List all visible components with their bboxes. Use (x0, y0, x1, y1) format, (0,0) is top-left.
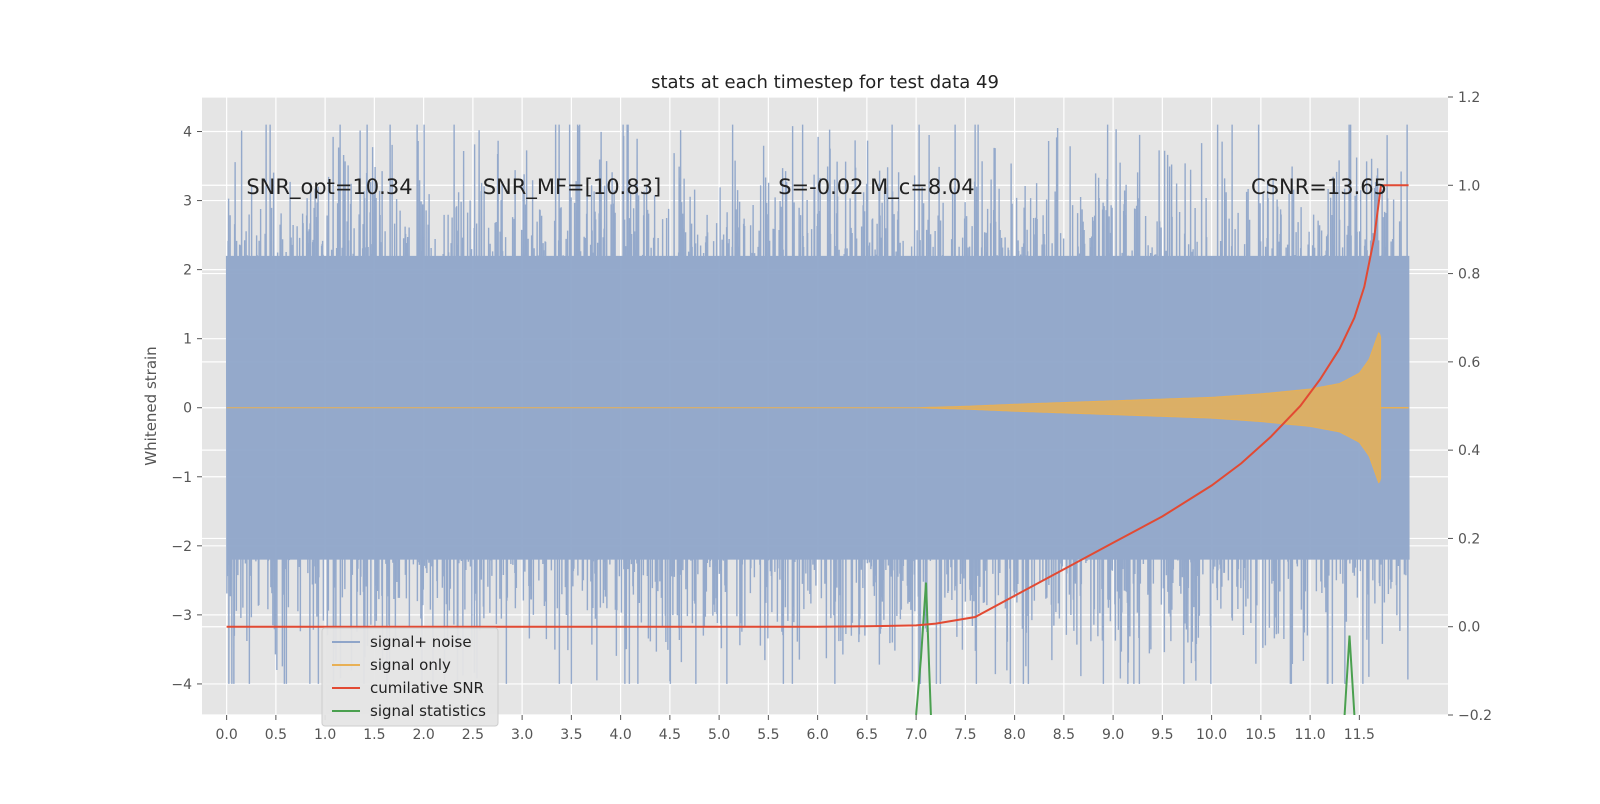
annotations: SNR_opt=10.34 SNR_MF=[10.83] S=-0.02 M_c=8… (246, 175, 1387, 200)
x-tick-label: 7.0 (905, 727, 927, 743)
x-tick-label: 7.5 (954, 727, 976, 743)
signal-statistics-spike (915, 582, 932, 716)
x-tick-label: 11.5 (1344, 727, 1375, 743)
y2-tick-label: 0.4 (1458, 443, 1480, 459)
x-tick-label: 5.5 (757, 727, 779, 743)
chart-title: stats at each timestep for test data 49 (651, 72, 999, 93)
legend-label: signal+ noise (370, 633, 472, 651)
y2-tick-label: 0.8 (1458, 267, 1480, 283)
x-tick-label: 4.0 (609, 727, 631, 743)
x-tick-label: 5.0 (708, 727, 730, 743)
x-tick-label: 0.0 (215, 727, 237, 743)
annotation-csnr: CSNR=13.65 (1251, 175, 1387, 199)
y-axis-label: Whitened strain (142, 346, 160, 465)
legend: signal+ noise signal only cumilative SNR si… (321, 627, 499, 727)
legend-label: signal statistics (370, 702, 486, 720)
x-tick-label: 8.5 (1053, 727, 1075, 743)
legend-label: cumilative SNR (370, 679, 484, 697)
legend-label: signal only (370, 656, 451, 674)
cumulative-snr-line (226, 184, 1409, 628)
y-tick-label: 4 (183, 125, 192, 141)
x-tick-label: 10.5 (1245, 727, 1276, 743)
y-tick-label: 1 (183, 332, 192, 348)
x-tick-label: 2.5 (462, 727, 484, 743)
y2-tick-label: 0.0 (1458, 620, 1480, 636)
y-tick-label: −3 (171, 608, 192, 624)
y-tick-label: 0 (183, 401, 192, 417)
y2-tick-label: 0.2 (1458, 531, 1480, 547)
annotation-snr-opt: SNR_opt=10.34 (246, 175, 412, 200)
y-tick-label: −2 (171, 539, 192, 555)
x-tick-label: 4.5 (659, 727, 681, 743)
x-tick-label: 1.0 (314, 727, 336, 743)
x-tick-label: 3.0 (511, 727, 533, 743)
x-tick-label: 2.0 (412, 727, 434, 743)
data-layer (225, 124, 1410, 716)
y2-tick-label: 1.0 (1458, 178, 1480, 194)
y-tick-label: −1 (171, 470, 192, 486)
axes: 0.0 0.5 1.0 1.5 2.0 2.5 3.0 3.5 4.0 4.5 5.0 5.5 6.0 6… (171, 90, 1492, 743)
x-tick-label: 9.5 (1151, 727, 1173, 743)
y-tick-label: 3 (183, 194, 192, 210)
signal-only-envelope (226, 332, 1382, 484)
signal-statistics-spike (1343, 635, 1356, 716)
signal-noise-line (225, 124, 1410, 684)
x-tick-label: 11.0 (1295, 727, 1326, 743)
x-tick-label: 8.0 (1003, 727, 1025, 743)
annotation-s-mc: S=-0.02 M_c=8.04 (778, 175, 974, 200)
x-tick-label: 10.0 (1196, 727, 1227, 743)
x-tick-label: 3.5 (560, 727, 582, 743)
x-tick-label: 1.5 (363, 727, 385, 743)
annotation-snr-mf: SNR_MF=[10.83] (483, 175, 661, 200)
y-tick-label: 2 (183, 263, 192, 279)
x-tick-label: 9.0 (1102, 727, 1124, 743)
y2-tick-label: 1.2 (1458, 90, 1480, 106)
y2-tick-label: −0.2 (1458, 708, 1492, 724)
x-tick-label: 6.5 (856, 727, 878, 743)
y-tick-label: −4 (171, 677, 192, 693)
x-tick-label: 6.0 (806, 727, 828, 743)
legend-box (321, 627, 499, 727)
y2-tick-label: 0.6 (1458, 355, 1480, 371)
x-tick-label: 0.5 (265, 727, 287, 743)
